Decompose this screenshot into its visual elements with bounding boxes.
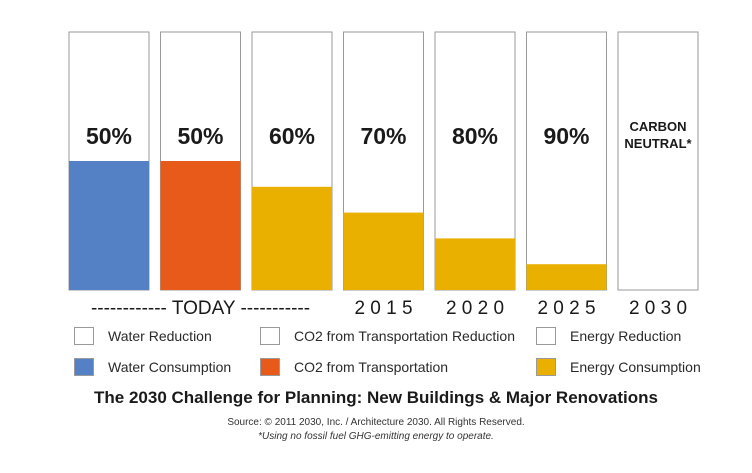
bar-consumption-2 xyxy=(252,186,332,290)
legend-swatch-water-consumption xyxy=(74,358,94,376)
legend-item-water-consumption: Water Consumption xyxy=(74,358,231,376)
x-axis-label-3: 2 0 2 5 xyxy=(537,298,595,319)
legend-label-water-reduction: Water Reduction xyxy=(108,328,212,344)
chart-legend: Water Reduction CO2 from Transportation … xyxy=(74,327,714,379)
bar-value-label-2: 60% xyxy=(269,123,315,149)
legend-label-water-consumption: Water Consumption xyxy=(108,359,232,375)
legend-item-water-reduction: Water Reduction xyxy=(74,327,212,345)
bar-value-label-0: 50% xyxy=(86,123,132,149)
legend-swatch-co2-reduction xyxy=(260,327,280,345)
legend-swatch-co2-transportation xyxy=(260,358,280,376)
bar-consumption-1 xyxy=(160,161,241,290)
legend-label-co2-transportation: CO2 from Transportation xyxy=(294,359,449,375)
x-axis-label-0: ------------ TODAY ----------- xyxy=(91,298,310,319)
bar-consumption-4 xyxy=(435,238,515,290)
legend-item-energy-consumption: Energy Consumption xyxy=(536,358,701,376)
legend-swatch-energy-reduction xyxy=(536,327,556,345)
bar-value-label-4: 80% xyxy=(452,123,498,149)
chart-title: The 2030 Challenge for Planning: New Bui… xyxy=(94,388,658,407)
legend-item-energy-reduction: Energy Reduction xyxy=(536,327,681,345)
bar-value-label-5: 90% xyxy=(543,123,589,149)
bar-frame-5 xyxy=(526,31,607,291)
legend-label-energy-reduction: Energy Reduction xyxy=(570,328,682,344)
bar-consumption-3 xyxy=(343,212,424,290)
legend-swatch-energy-consumption xyxy=(536,358,556,376)
legend-label-co2-reduction: CO2 from Transportation Reduction xyxy=(294,328,515,344)
bar-consumption-5 xyxy=(526,264,607,290)
legend-item-co2-reduction: CO2 from Transportation Reduction xyxy=(260,327,515,345)
legend-swatch-water-reduction xyxy=(74,327,94,345)
source-credit: Source: © 2011 2030, Inc. / Architecture… xyxy=(227,417,525,428)
legend-label-energy-consumption: Energy Consumption xyxy=(570,359,701,375)
x-axis-label-4: 2 0 3 0 xyxy=(629,298,687,319)
bar-value-label-1: 50% xyxy=(177,123,223,149)
legend-item-co2-transportation: CO2 from Transportation xyxy=(260,358,448,376)
x-axis-label-1: 2 0 1 5 xyxy=(354,298,412,319)
bar-consumption-0 xyxy=(69,161,149,290)
footnote: *Using no fossil fuel GHG-emitting energ… xyxy=(258,431,494,442)
x-axis-label-2: 2 0 2 0 xyxy=(446,298,504,319)
bar-value-label-6: CARBON NEUTRAL* xyxy=(624,119,692,151)
bar-value-label-3: 70% xyxy=(360,123,406,149)
bar-frame-6 xyxy=(617,31,699,291)
